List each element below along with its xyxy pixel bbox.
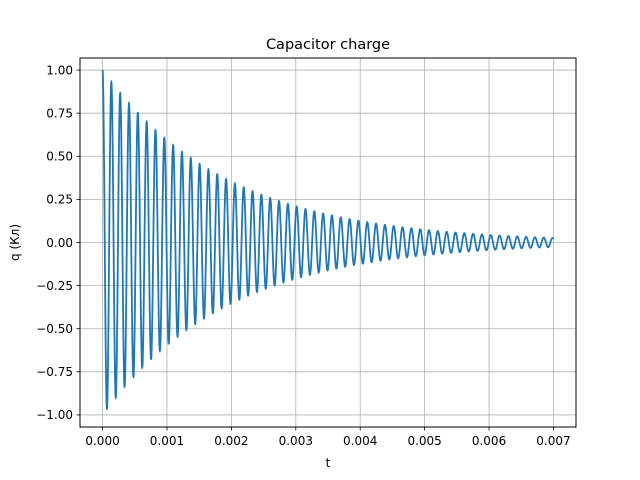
y-tick-label: 0.50 xyxy=(46,150,73,164)
x-axis-label: t xyxy=(326,456,331,470)
x-tick-label: 0.001 xyxy=(150,434,184,448)
x-tick-label: 0.000 xyxy=(85,434,119,448)
x-tick-label: 0.006 xyxy=(472,434,506,448)
y-tick-label: 0.75 xyxy=(46,106,73,120)
x-tick-label: 0.002 xyxy=(214,434,248,448)
x-tick-label: 0.003 xyxy=(279,434,313,448)
y-tick-label: 1.00 xyxy=(46,63,73,77)
y-tick-label: −0.25 xyxy=(36,279,73,293)
y-tick-label: −1.00 xyxy=(36,408,73,422)
series-line xyxy=(101,69,555,410)
y-tick-label: 0.25 xyxy=(46,193,73,207)
x-axis: 0.000 0.001 0.002 0.003 0.004 0.005 0.006 0.007 xyxy=(85,427,571,448)
x-tick-label: 0.007 xyxy=(536,434,570,448)
plot-area xyxy=(101,69,555,410)
y-axis: −1.00 −0.75 −0.50 −0.25 0.00 0.25 0.50 0.75 1.00 xyxy=(36,63,80,422)
y-tick-label: −0.50 xyxy=(36,322,73,336)
chart-title: Capacitor charge xyxy=(266,37,390,53)
y-tick-label: 0.00 xyxy=(46,236,73,250)
y-tick-label: −0.75 xyxy=(36,365,73,379)
x-tick-label: 0.005 xyxy=(407,434,441,448)
x-tick-label: 0.004 xyxy=(343,434,377,448)
y-axis-label: q (Кл) xyxy=(8,224,22,261)
